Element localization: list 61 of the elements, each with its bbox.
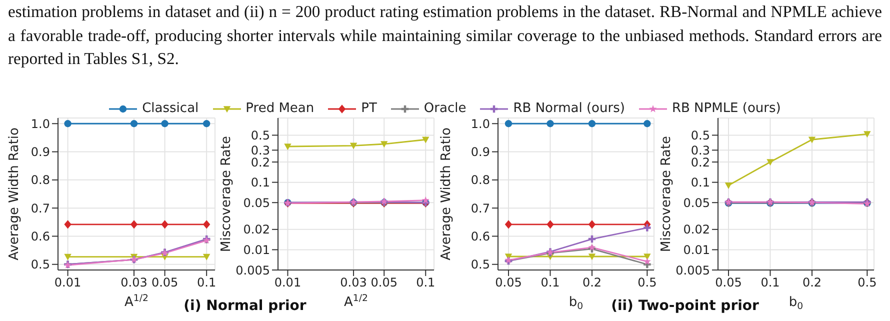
y-tick-label: 0.3 [690,143,710,158]
text: (i) Normal prior [184,298,306,314]
y-tick-label: 0.01 [243,242,270,257]
y-tick-label: 0.01 [683,242,710,257]
y-tick-label: 0.02 [683,222,710,237]
x-tick-label: 0.05 [370,276,398,290]
y-tick-label: 0.7 [30,201,50,216]
y-tick-label: 0.05 [683,196,710,210]
y-tick-label: 0.6 [30,229,50,244]
y-tick-label: 1.0 [470,116,490,131]
x-tick-label: 0.05 [151,276,178,290]
y-tick-label: 0.7 [470,201,490,216]
x-tick-label: 0.1 [416,276,436,290]
y-tick-label: 0.6 [470,229,490,244]
y-tick-label: 0.8 [470,173,490,188]
x-tick-label: 0.01 [54,276,82,290]
y-tick-label: 0.5 [470,258,490,272]
x-tick-label: 0.1 [760,276,780,290]
y-tick-label: 0.05 [243,196,270,210]
y-axis-title: Average Width Ratio [7,128,22,260]
x-axis-title: A$^{1/2}$ [124,293,149,310]
y-tick-label: 0.9 [470,145,490,160]
text: estimation problems in dataset and (ii) n = 200 product rating estimation problems in the dataset. RB-Normal and NPMLE achieve a favorable trade-off, producing shorter intervals while maintaining similar coverage to the unbiased methods. Standard errors are reported in Tables S1, S2. [8,1,882,70]
y-tick-label: 0.02 [243,222,270,237]
x-tick-label: 0.05 [495,276,522,290]
x-tick-label: 0.5 [638,276,657,290]
y-tick-label: 0.3 [250,143,270,158]
y-tick-label: 0.1 [690,176,710,190]
x-axis-title: b$_{0}$ [568,295,584,312]
y-tick-label: 0.5 [690,128,710,142]
y-axis-title: Average Width Ratio [439,128,454,260]
legend-label: Pred Mean [246,101,314,116]
y-tick-label: 0.8 [30,173,50,188]
x-tick-label: 0.2 [582,276,602,290]
x-tick-label: 0.03 [340,276,367,290]
legend-label: Oracle [424,101,466,116]
x-tick-label: 0.05 [715,276,742,290]
x-tick-label: 0.1 [540,276,560,290]
x-tick-label: 0.03 [120,276,148,290]
x-axis-title: b$_{0}$ [788,295,804,312]
text: (ii) Two-point prior [611,298,759,314]
y-axis-title: Miscoverage Rate [219,136,234,252]
y-tick-label: 1.0 [30,116,50,131]
legend-label: Classical [142,101,199,116]
y-tick-label: 0.1 [250,176,270,190]
y-axis-title: Miscoverage Rate [659,136,674,252]
x-tick-label: 0.5 [858,276,877,290]
y-tick-label: 0.5 [250,128,270,142]
y-tick-label: 0.5 [30,258,50,272]
y-tick-label: 0.2 [690,155,710,170]
y-tick-label: 0.2 [250,155,270,170]
legend-label: RB Normal (ours) [513,101,625,116]
y-tick-label: 0.005 [676,263,710,278]
x-tick-label: 0.01 [274,276,302,290]
legend-label: PT [361,101,377,116]
x-axis-title: A$^{1/2}$ [344,293,368,310]
y-tick-label: 0.9 [30,145,50,160]
x-tick-label: 0.2 [802,276,822,290]
x-tick-label: 0.1 [197,276,216,290]
legend-label: RB NPMLE (ours) [672,101,781,116]
y-tick-label: 0.005 [236,263,270,278]
